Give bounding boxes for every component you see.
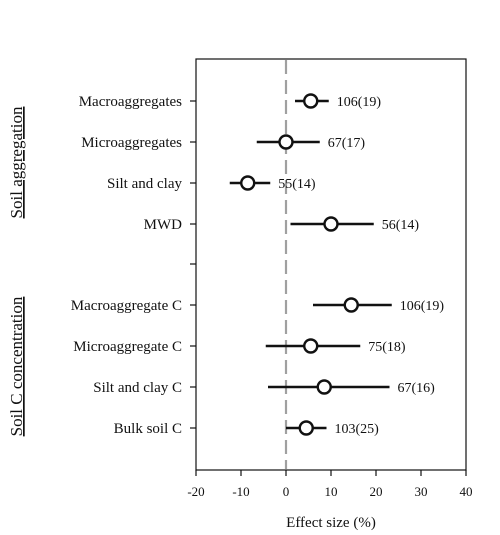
x-tick-label: -20 [187, 484, 204, 499]
sample-size-label: 106(19) [337, 95, 382, 110]
effect-point [240, 175, 256, 191]
effect-point [278, 134, 294, 150]
group-title: Soil C concentration [7, 296, 26, 436]
sample-size-label: 103(25) [335, 422, 380, 437]
sample-size-label: 75(18) [368, 340, 406, 355]
x-tick-label: 40 [460, 484, 473, 499]
x-tick-label: 0 [283, 484, 290, 499]
forest-marks: 106(19) 67(17) 55(14) 56(14) 106(19) 75(18) 67… [229, 93, 445, 437]
x-tick-label: -10 [232, 484, 249, 499]
plot-frame [195, 58, 467, 471]
category-label: Microaggregates [81, 135, 182, 151]
effect-point [343, 297, 359, 313]
sample-size-label: 56(14) [382, 218, 420, 233]
group-title: Soil aggregation [7, 106, 26, 218]
effect-point [303, 93, 319, 109]
x-tick-label: 10 [325, 484, 338, 499]
category-label: Bulk soil C [114, 421, 182, 437]
x-tick-label: 30 [415, 484, 428, 499]
effect-point [298, 420, 314, 436]
group-titles: Soil aggregation Soil C concentration [7, 106, 26, 436]
category-label: Silt and clay C [93, 380, 182, 396]
category-label: MWD [144, 217, 182, 233]
x-axis-title: Effect size (%) [286, 515, 376, 531]
effect-point [316, 379, 332, 395]
sample-size-label: 106(19) [400, 299, 445, 314]
effect-point [323, 216, 339, 232]
sample-size-label: 67(17) [328, 136, 366, 151]
y-axis: Macroaggregates Microaggregates Silt and c… [71, 94, 196, 437]
category-label: Macroaggregate C [71, 298, 182, 314]
category-label: Macroaggregates [79, 94, 182, 110]
category-label: Microaggregate C [73, 339, 182, 355]
x-axis: -20 -10 0 10 20 30 40 [187, 470, 473, 499]
sample-size-label: 55(14) [278, 177, 316, 192]
x-tick-label: 20 [370, 484, 383, 499]
category-label: Silt and clay [107, 176, 182, 192]
effect-point [303, 338, 319, 354]
sample-size-label: 67(16) [398, 381, 436, 396]
